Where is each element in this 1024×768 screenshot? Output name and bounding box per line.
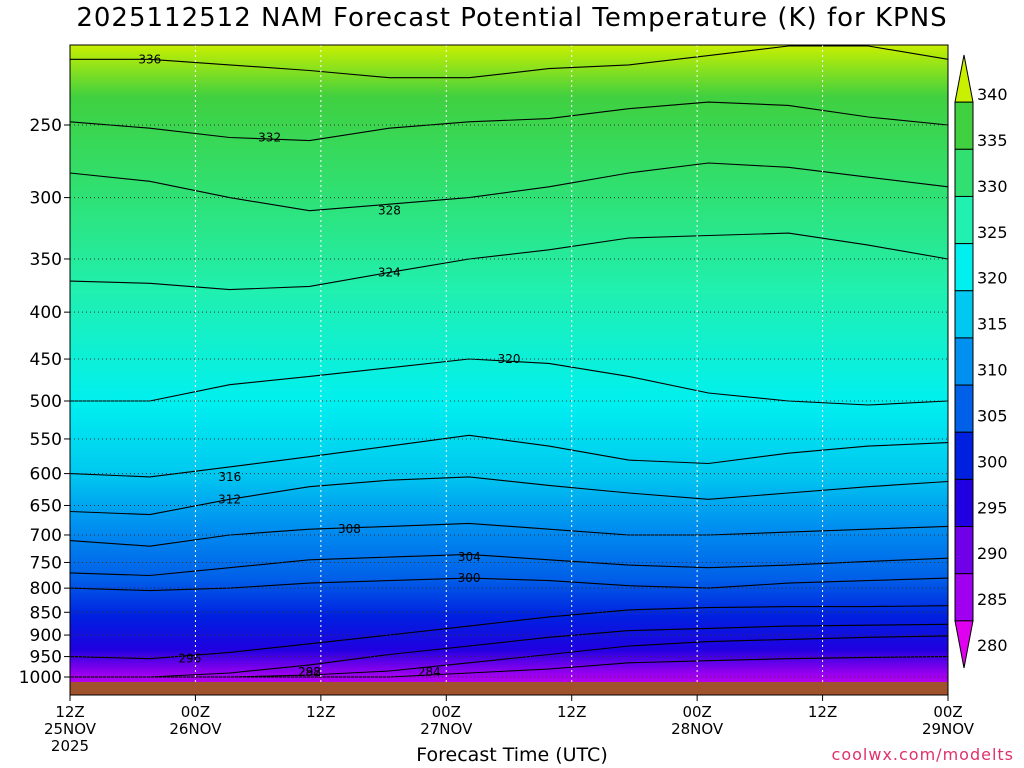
x-tick-time: 12Z [808,703,837,721]
colorbar-swatch [954,526,974,575]
contour-label-324: 324 [378,265,401,279]
colorbar-swatch [954,478,974,528]
contour-label-288: 288 [298,665,321,679]
contour-label-336: 336 [138,52,161,66]
plot-area [70,45,948,695]
colorbar-label: 310 [977,361,1008,380]
contour-label-316: 316 [218,470,241,484]
y-tick-label: 850 [30,603,62,623]
x-tick-date: 28NOV [671,720,724,738]
colorbar-swatch-top [954,54,974,103]
colorbar-label: 340 [977,85,1008,104]
contour-line-328 [69,162,949,212]
y-tick-label: 600 [30,465,62,485]
x-tick-time: 00Z [682,703,711,721]
contour-label-320: 320 [498,352,521,366]
y-tick-label: 950 [30,648,62,668]
contour-label-328: 328 [378,204,401,218]
x-tick-time: 12Z [557,703,586,721]
y-tick-label: 800 [30,579,62,599]
contour-label-332: 332 [258,131,281,145]
y-tick-label: 450 [30,350,62,370]
colorbar-label: 300 [977,452,1008,471]
ground-bar [70,682,948,695]
y-tick-label: 400 [30,303,62,323]
y-tick-label: 750 [30,553,62,573]
colorbar-swatch-bottom [954,620,974,669]
x-tick-date: 26NOV [169,720,222,738]
contour-line-332 [69,101,949,142]
colorbar-label: 320 [977,269,1008,288]
potential-temperature-field [70,45,948,695]
colorbar-label: 285 [977,590,1008,609]
y-tick-label: 550 [30,430,62,450]
colorbar-swatch [954,290,974,339]
y-tick-label: 300 [30,189,62,209]
x-tick-date: 25NOV [44,720,97,738]
colorbar-label: 325 [977,223,1008,242]
contour-line-324 [69,232,949,291]
contour-line-296 [69,605,949,660]
y-tick-label: 350 [30,250,62,270]
contour-line-336 [70,45,949,79]
colorbar-swatch [954,337,974,386]
colorbar-swatch [954,148,974,197]
contour-line-300 [69,577,949,592]
x-tick-year: 2025 [51,737,89,755]
contour-label-296: 296 [178,652,201,666]
contour-line-320 [70,358,949,406]
x-axis-title: Forecast Time (UTC) [416,744,608,766]
y-tick-label: 650 [30,496,62,516]
contour-label-312: 312 [218,492,241,506]
plot-frame [69,44,949,696]
grid-lines [70,45,948,695]
contour-line-292 [70,623,949,678]
colorbar-swatch [954,431,974,480]
x-tick-date: 29NOV [922,720,975,738]
x-tick-time: 12Z [55,703,84,721]
colorbar-label: 330 [977,177,1008,196]
credit-link[interactable]: coolwx.com/modelts [831,745,1014,764]
colorbar-label: 305 [977,406,1008,425]
colorbar-label: 315 [977,315,1008,334]
contour-label-308: 308 [338,522,361,536]
colorbar-swatch [954,195,974,245]
contour-line-308 [69,522,949,547]
colorbar-swatch [954,384,974,433]
contour-line-304 [69,553,949,577]
colorbar-swatch [954,243,974,292]
x-tick-time: 00Z [432,703,461,721]
chart-title: 2025112512 NAM Forecast Potential Temper… [76,3,948,33]
contour-line-316 [69,434,949,478]
colorbar-swatch [954,101,974,150]
colorbar-label: 280 [977,636,1008,655]
contour-line-312 [69,476,949,516]
y-tick-label: 700 [30,526,62,546]
y-axis: 250 300 350 400 450 500 550 600 650 700 750 800 850 9… [19,116,70,688]
contour-label-284: 284 [418,665,441,679]
colorbar-label: 290 [977,544,1008,563]
colorbar: 340 335 330 325 320 315 310 305 300 295 290 285 280 [954,54,1008,669]
contour-label-304: 304 [458,550,481,564]
x-tick-time: 00Z [933,703,962,721]
colorbar-label: 335 [977,131,1008,150]
colorbar-swatch [954,573,974,622]
x-tick-time: 12Z [306,703,335,721]
y-tick-label: 1000 [19,668,62,688]
x-tick-time: 00Z [181,703,210,721]
colorbar-label: 295 [977,498,1008,517]
x-tick-date: 27NOV [420,720,473,738]
contour-line-284 [70,656,949,678]
y-tick-label: 500 [30,392,62,412]
y-tick-label: 900 [30,626,62,646]
contour-label-300: 300 [458,571,481,585]
y-tick-label: 250 [30,116,62,136]
